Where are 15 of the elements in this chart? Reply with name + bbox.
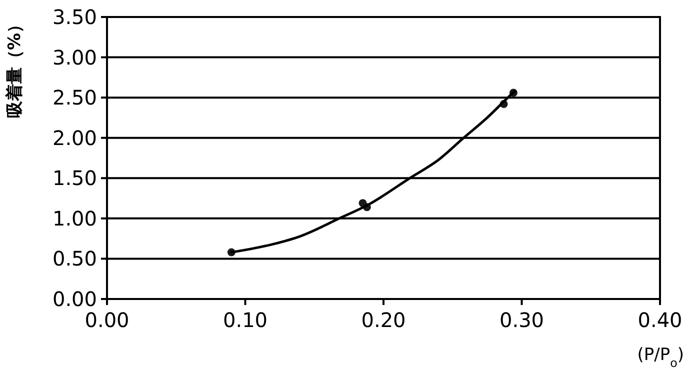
y-tick-label: 3.50 xyxy=(52,5,97,29)
y-tick-label: 0.00 xyxy=(52,287,97,311)
y-axis-title: 吸着量（%） xyxy=(5,16,25,118)
y-tick-label: 2.50 xyxy=(52,86,97,110)
y-tick-label: 1.00 xyxy=(52,206,97,230)
x-tick-label: 0.20 xyxy=(361,308,406,332)
y-tick-label: 3.00 xyxy=(52,45,97,70)
x-tick-label: 0.00 xyxy=(84,308,130,332)
x-tick-label: 0.30 xyxy=(499,308,544,332)
x-axis-title: (P/P$_{o}$) xyxy=(637,345,684,370)
x-tick-label: 0.10 xyxy=(222,308,268,332)
y-tick-label: 0.50 xyxy=(52,246,97,271)
y-tick-label: 1.50 xyxy=(52,166,97,190)
y-tick-label: 2.00 xyxy=(52,126,97,150)
x-tick-label: 0.40 xyxy=(638,308,682,332)
